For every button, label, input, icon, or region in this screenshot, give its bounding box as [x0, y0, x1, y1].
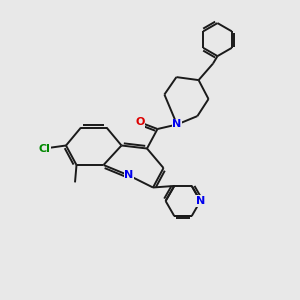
Text: N: N	[124, 170, 134, 181]
Text: N: N	[172, 119, 182, 130]
Text: N: N	[196, 196, 205, 206]
Text: O: O	[135, 117, 145, 128]
Text: Cl: Cl	[38, 143, 50, 154]
